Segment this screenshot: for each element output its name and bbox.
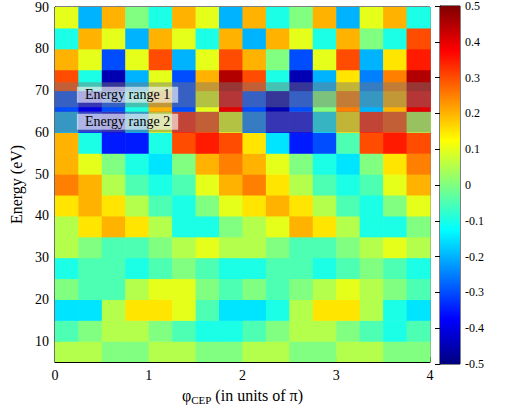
svg-text:50: 50 <box>35 167 49 182</box>
svg-text:0: 0 <box>51 368 58 383</box>
svg-text:0.4: 0.4 <box>465 35 480 49</box>
svg-text:φ: φ <box>182 387 191 405</box>
svg-text:40: 40 <box>35 208 49 223</box>
svg-text:0.3: 0.3 <box>465 71 480 85</box>
svg-text:-0.4: -0.4 <box>465 321 484 335</box>
svg-text:2: 2 <box>239 368 246 383</box>
svg-text:70: 70 <box>35 83 49 98</box>
svg-text:-0.3: -0.3 <box>465 285 484 299</box>
svg-text:10: 10 <box>35 334 49 349</box>
svg-text:0.2: 0.2 <box>465 106 480 120</box>
svg-text:3: 3 <box>333 368 340 383</box>
svg-text:80: 80 <box>35 41 49 56</box>
svg-text:0.5: 0.5 <box>465 0 480 13</box>
svg-text:90: 90 <box>35 0 49 15</box>
svg-text:0.1: 0.1 <box>465 142 480 156</box>
svg-text:Energy (eV): Energy (eV) <box>8 145 26 224</box>
svg-text:4: 4 <box>427 368 434 383</box>
svg-text:20: 20 <box>35 292 49 307</box>
svg-text:0: 0 <box>465 178 471 192</box>
svg-text:60: 60 <box>35 125 49 140</box>
svg-text:Energy range 2: Energy range 2 <box>85 114 170 129</box>
svg-text:-0.5: -0.5 <box>465 357 484 371</box>
svg-text:Energy range 1: Energy range 1 <box>85 87 170 102</box>
svg-text:-0.2: -0.2 <box>465 250 484 264</box>
svg-text:-0.1: -0.1 <box>465 214 484 228</box>
svg-text:(in units of π): (in units of π) <box>211 387 303 405</box>
svg-text:1: 1 <box>145 368 152 383</box>
svg-text:30: 30 <box>35 250 49 265</box>
svg-text:CEP: CEP <box>191 394 211 406</box>
